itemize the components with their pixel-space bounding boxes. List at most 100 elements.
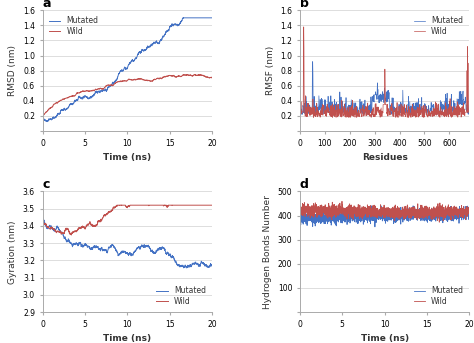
Wild — [297, 212, 303, 216]
Mutated — [380, 211, 385, 215]
Mutated — [180, 16, 186, 20]
Mutated — [173, 22, 179, 26]
Mutated — [437, 109, 442, 113]
Wild — [115, 203, 120, 207]
Mutated — [122, 66, 128, 70]
Mutated — [365, 113, 371, 117]
Mutated — [209, 263, 215, 267]
Wild — [430, 210, 436, 214]
Mutated — [369, 204, 374, 208]
Wild — [375, 209, 381, 213]
Mutated — [122, 250, 128, 254]
Legend: Mutated, Wild: Mutated, Wild — [411, 14, 465, 38]
Wild — [332, 113, 337, 117]
Wild — [437, 220, 442, 224]
Wild — [48, 225, 54, 229]
Mutated — [204, 16, 210, 20]
Mutated — [118, 251, 123, 255]
Line: Mutated: Mutated — [43, 217, 212, 268]
Wild — [69, 233, 74, 237]
Mutated — [466, 210, 472, 214]
X-axis label: Time (ns): Time (ns) — [103, 153, 151, 162]
Mutated — [44, 120, 50, 124]
Wild — [454, 114, 460, 118]
Mutated — [297, 102, 303, 106]
Mutated — [372, 225, 378, 229]
Line: Wild: Wild — [300, 201, 469, 222]
Wild — [48, 105, 54, 109]
Mutated — [306, 218, 311, 222]
Wild — [173, 75, 179, 79]
Text: c: c — [43, 178, 50, 191]
Wild — [209, 203, 215, 207]
Legend: Mutated, Wild: Mutated, Wild — [411, 284, 465, 308]
Wild — [40, 114, 46, 118]
Mutated — [466, 103, 472, 107]
Text: d: d — [300, 178, 309, 191]
Wild — [466, 213, 472, 217]
Y-axis label: RMSD (nm): RMSD (nm) — [9, 45, 18, 96]
Line: Wild: Wild — [43, 205, 212, 235]
Mutated — [448, 112, 454, 116]
Wild — [395, 115, 401, 119]
Wild — [40, 221, 46, 225]
Text: a: a — [43, 0, 51, 10]
Wild — [466, 110, 472, 114]
Legend: Mutated, Wild: Mutated, Wild — [46, 14, 100, 38]
Mutated — [48, 118, 54, 122]
Mutated — [375, 212, 381, 216]
Text: b: b — [300, 0, 309, 10]
Wild — [380, 209, 385, 213]
Wild — [173, 203, 179, 207]
Line: Mutated: Mutated — [300, 206, 469, 227]
Wild — [204, 75, 210, 79]
Wild — [40, 114, 46, 118]
Mutated — [428, 109, 434, 113]
Mutated — [209, 16, 215, 20]
Mutated — [204, 16, 210, 20]
Mutated — [297, 216, 303, 221]
Mutated — [332, 97, 337, 102]
Mutated — [204, 264, 210, 268]
Wild — [306, 206, 311, 210]
Wild — [191, 72, 197, 76]
Wild — [437, 111, 442, 115]
Wild — [297, 109, 303, 114]
Wild — [423, 108, 428, 112]
Wild — [118, 79, 123, 83]
Wild — [122, 79, 128, 83]
Mutated — [40, 215, 46, 219]
X-axis label: Residues: Residues — [362, 153, 408, 162]
Line: Mutated: Mutated — [43, 18, 212, 122]
Wild — [204, 75, 210, 79]
Wild — [339, 199, 345, 203]
Wild — [462, 213, 467, 217]
Wild — [428, 109, 434, 113]
Wild — [118, 203, 124, 207]
Mutated — [310, 60, 316, 64]
X-axis label: Time (ns): Time (ns) — [361, 334, 409, 343]
Mutated — [462, 211, 467, 215]
Mutated — [48, 225, 54, 229]
Wild — [204, 203, 210, 207]
Mutated — [423, 103, 428, 107]
Mutated — [118, 69, 123, 73]
Mutated — [454, 97, 460, 101]
Y-axis label: RMSF (nm): RMSF (nm) — [265, 46, 274, 95]
Mutated — [40, 118, 46, 122]
Y-axis label: Hydrogen Bonds Number: Hydrogen Bonds Number — [263, 195, 272, 309]
Mutated — [430, 210, 436, 214]
Wild — [462, 211, 467, 215]
Mutated — [181, 266, 187, 270]
X-axis label: Time (ns): Time (ns) — [103, 334, 151, 343]
Legend: Mutated, Wild: Mutated, Wild — [154, 284, 208, 308]
Line: Wild: Wild — [300, 27, 469, 117]
Mutated — [462, 212, 467, 216]
Wild — [301, 25, 307, 29]
Line: Wild: Wild — [43, 74, 212, 116]
Y-axis label: Gyration (nm): Gyration (nm) — [9, 220, 18, 284]
Mutated — [173, 260, 179, 264]
Mutated — [204, 264, 210, 268]
Wild — [448, 107, 454, 111]
Wild — [122, 203, 128, 207]
